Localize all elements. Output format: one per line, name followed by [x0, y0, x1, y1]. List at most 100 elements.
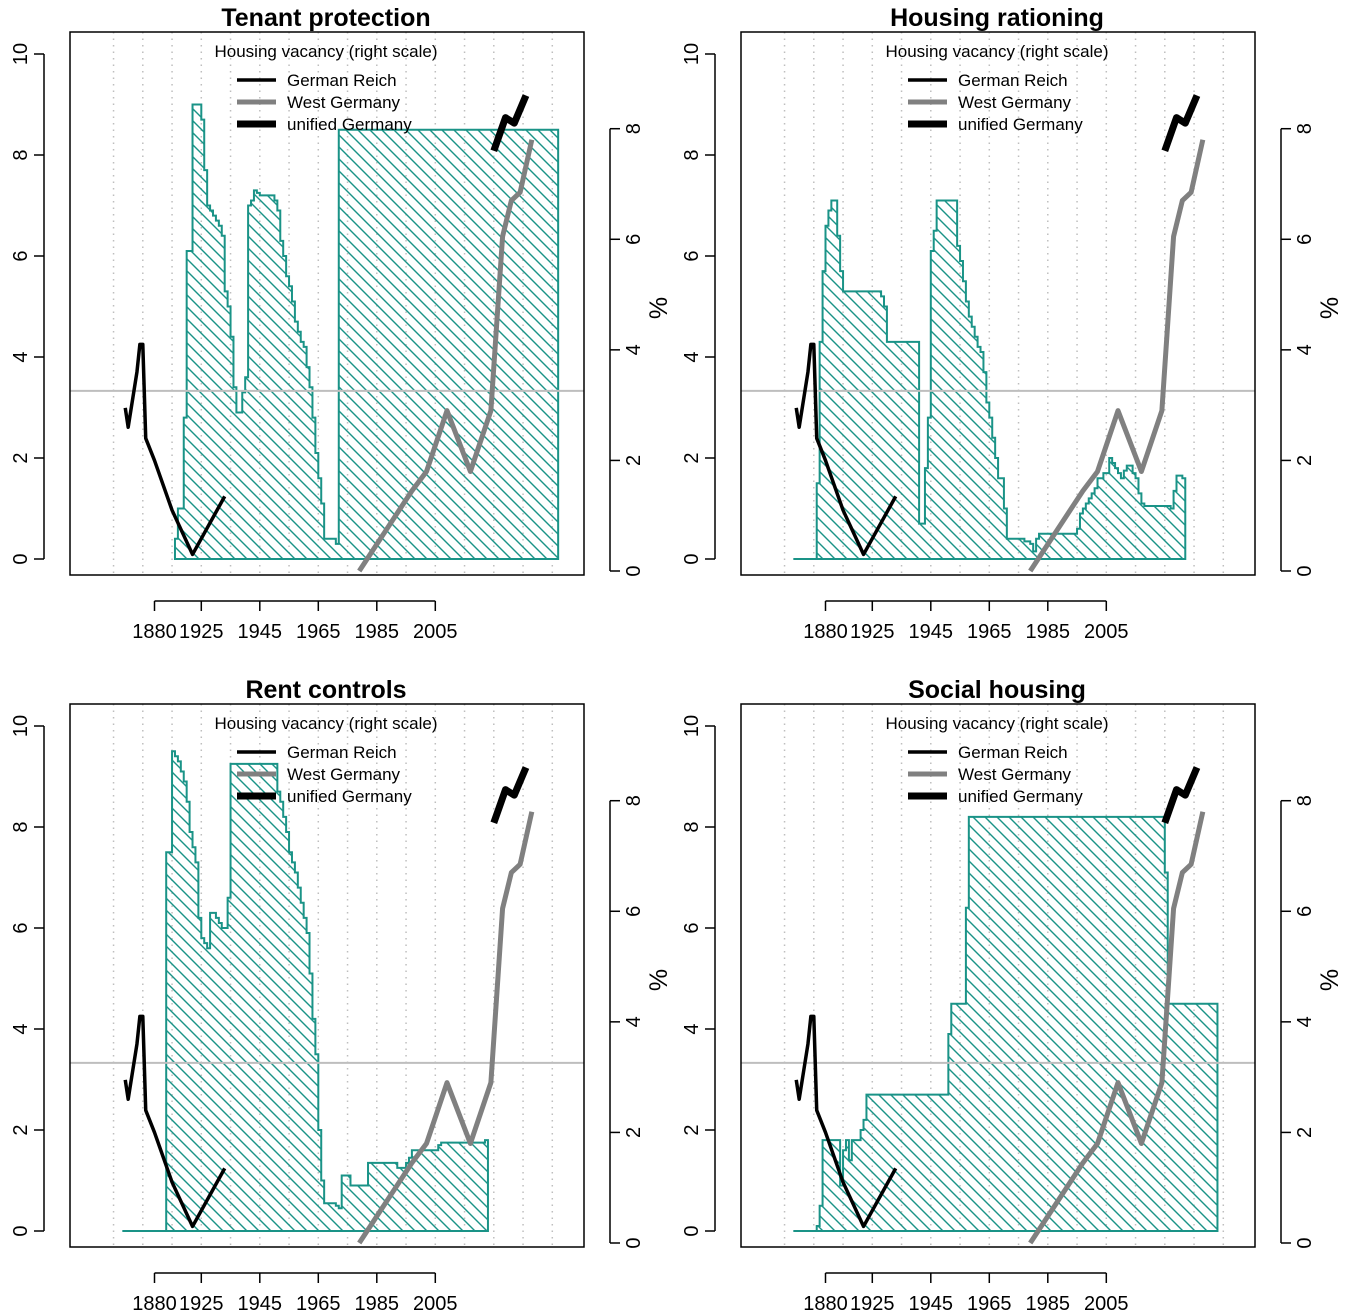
chart-title: Tenant protection — [221, 4, 430, 32]
panel-social-housing: Social housing 1880 1925 1945 1965 1985 2005 0… — [681, 676, 1344, 1314]
series-line-unified-germany — [1161, 94, 1201, 152]
x-tick-label: 1985 — [355, 621, 400, 643]
y-left-tick-label: 2 — [681, 452, 703, 463]
legend-label: unified Germany — [958, 787, 1083, 806]
series-line-german-reich — [123, 1014, 227, 1229]
x-tick-label: 1965 — [967, 1293, 1012, 1314]
y-left-tick-label: 6 — [681, 922, 703, 933]
y-right-axis-label: % — [1316, 297, 1344, 319]
series-line-german-reich — [123, 342, 227, 557]
x-tick-label: 1985 — [1026, 621, 1071, 643]
x-tick-label: 1945 — [909, 621, 954, 643]
legend-title: Housing vacancy (right scale) — [886, 42, 1109, 61]
y-right-axis-label: % — [1316, 969, 1344, 991]
y-right-tick-label: 2 — [1294, 1127, 1316, 1138]
y-left-tick-label: 10 — [10, 715, 32, 737]
y-left-tick-label: 0 — [10, 1225, 32, 1236]
series-line-west-germany — [357, 811, 535, 1245]
y-left-tick-label: 4 — [10, 1023, 32, 1034]
y-left-tick-label: 0 — [681, 1225, 703, 1236]
x-tick-label: 1880 — [132, 621, 177, 643]
y-left-tick-label: 2 — [10, 452, 32, 463]
y-left-tick-label: 6 — [10, 922, 32, 933]
x-tick-label: 1945 — [238, 621, 283, 643]
y-left-tick-label: 8 — [681, 821, 703, 832]
index-area — [793, 199, 1187, 560]
x-tick-label: 1945 — [909, 1293, 954, 1314]
panel-tenant-protection: Tenant protection 1880 1925 1945 1965 1985 20… — [10, 4, 673, 643]
index-area — [173, 103, 560, 560]
y-left-tick-label: 6 — [10, 250, 32, 261]
x-tick-label: 1925 — [850, 621, 895, 643]
y-right-tick-label: 2 — [1294, 455, 1316, 466]
y-left-tick-label: 4 — [10, 351, 32, 362]
x-tick-label: 2005 — [413, 621, 458, 643]
x-tick-label: 1985 — [355, 1293, 400, 1314]
legend-label: West Germany — [958, 93, 1072, 112]
legend-label: German Reich — [287, 743, 397, 762]
y-left-tick-label: 10 — [10, 43, 32, 65]
x-tick-label: 1880 — [132, 1293, 177, 1314]
series-line-unified-germany — [1161, 766, 1201, 824]
y-left-tick-label: 10 — [681, 715, 703, 737]
x-tick-label: 1965 — [967, 621, 1012, 643]
legend-title: Housing vacancy (right scale) — [215, 714, 438, 733]
plot-box — [69, 31, 585, 576]
y-left-tick-label: 8 — [10, 149, 32, 160]
legend-label: unified Germany — [958, 115, 1083, 134]
y-right-tick-label: 6 — [1294, 234, 1316, 245]
y-right-tick-label: 0 — [623, 565, 645, 576]
x-tick-label: 1965 — [296, 1293, 341, 1314]
x-tick-label: 2005 — [1084, 1293, 1129, 1314]
x-tick-label: 1965 — [296, 621, 341, 643]
y-right-tick-label: 4 — [1294, 344, 1316, 355]
legend-label: West Germany — [287, 765, 401, 784]
y-left-tick-label: 2 — [681, 1124, 703, 1135]
y-right-tick-label: 4 — [623, 344, 645, 355]
x-tick-label: 1985 — [1026, 1293, 1071, 1314]
y-right-tick-label: 2 — [623, 1127, 645, 1138]
y-right-tick-label: 8 — [623, 795, 645, 806]
plot-box — [740, 31, 1256, 576]
y-left-tick-label: 10 — [681, 43, 703, 65]
panel-rent-controls: Rent controls 1880 1925 1945 1965 1985 2005 0 2… — [10, 676, 673, 1314]
y-right-tick-label: 8 — [1294, 795, 1316, 806]
index-area — [793, 815, 1219, 1232]
y-right-tick-label: 8 — [623, 123, 645, 134]
x-tick-label: 1925 — [179, 1293, 224, 1314]
series-line-west-germany — [357, 139, 535, 573]
x-tick-label: 1945 — [238, 1293, 283, 1314]
legend-title: Housing vacancy (right scale) — [215, 42, 438, 61]
legend-label: West Germany — [287, 93, 401, 112]
y-right-tick-label: 0 — [1294, 1237, 1316, 1248]
y-right-tick-label: 4 — [1294, 1016, 1316, 1027]
x-tick-label: 1925 — [850, 1293, 895, 1314]
x-tick-label: 1925 — [179, 621, 224, 643]
chart-title: Rent controls — [245, 676, 406, 704]
y-right-tick-label: 0 — [1294, 565, 1316, 576]
y-left-tick-label: 4 — [681, 351, 703, 362]
plot-box — [69, 703, 585, 1248]
y-left-tick-label: 6 — [681, 250, 703, 261]
y-right-tick-label: 0 — [623, 1237, 645, 1248]
series-line-west-germany — [1028, 811, 1206, 1245]
y-left-tick-label: 8 — [10, 821, 32, 832]
y-left-tick-label: 0 — [10, 553, 32, 564]
y-right-tick-label: 6 — [1294, 906, 1316, 917]
y-right-axis-label: % — [645, 969, 673, 991]
y-left-tick-label: 8 — [681, 149, 703, 160]
x-tick-label: 2005 — [413, 1293, 458, 1314]
series-line-german-reich — [794, 342, 898, 557]
chart-title: Social housing — [908, 676, 1086, 704]
series-line-west-germany — [1028, 139, 1206, 573]
legend-label: unified Germany — [287, 115, 412, 134]
index-area — [122, 750, 489, 1232]
x-tick-label: 1880 — [803, 1293, 848, 1314]
y-right-tick-label: 2 — [623, 455, 645, 466]
y-right-tick-label: 8 — [1294, 123, 1316, 134]
plot-box — [740, 703, 1256, 1248]
series-line-unified-germany — [490, 766, 530, 824]
y-right-tick-label: 4 — [623, 1016, 645, 1027]
y-right-axis-label: % — [645, 297, 673, 319]
